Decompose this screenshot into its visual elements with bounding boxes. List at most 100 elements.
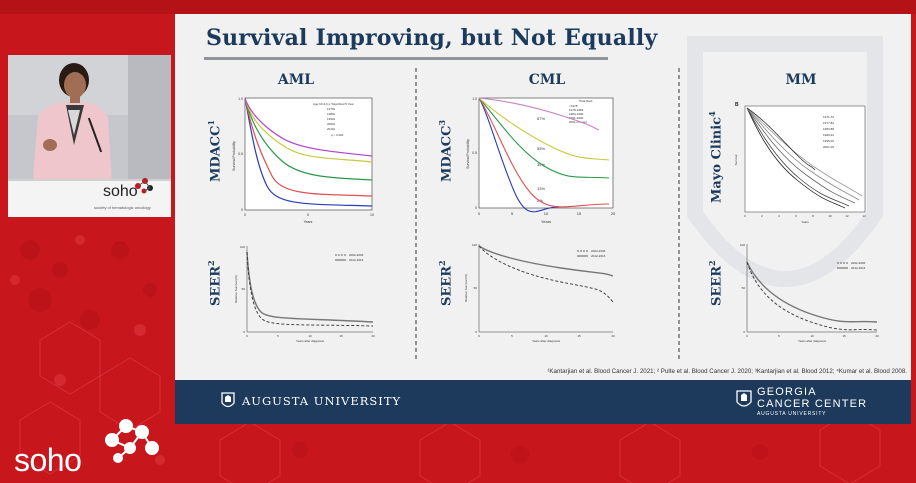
seer-ytick: 100 (740, 243, 745, 247)
cml-xtick: 5 (511, 211, 514, 216)
aml-legend-header: Age 60 & 0 p Total Died 5 Year (313, 102, 354, 106)
cml-xtick: 20 (611, 211, 616, 216)
mm-xtick: 12 (845, 214, 849, 218)
aml-legend-item: 2010s (327, 127, 336, 131)
seer-legend-item: 2002-2006 (349, 253, 364, 257)
seer-xtick: 10 (308, 334, 312, 338)
aml-mdacc-chart: 1.0 0.5 0 0 5 10 Years Survival Probabil… (232, 97, 374, 224)
cml-ytick: 0 (475, 206, 477, 210)
aml-xtick: 0 (244, 213, 246, 217)
augusta-university-name: AUGUSTA UNIVERSITY (242, 394, 402, 408)
row-label-seer-aml: SEER2 (206, 260, 224, 306)
seer-ytick: 50 (742, 286, 746, 290)
seer-xlabel: Years after diagnosis (532, 339, 560, 343)
mm-legend-item: 1989-94 (823, 133, 834, 137)
mm-ylabel: Survival (734, 154, 738, 165)
seer-ytick: 50 (242, 287, 246, 291)
mm-xtick: 8 (812, 214, 814, 218)
cml-ytick: 1.0 (472, 97, 477, 101)
mm-legend-item: 1971-76 (823, 115, 834, 119)
seer-xtick: 15 (577, 334, 581, 338)
mm-xtick: 6 (795, 214, 797, 218)
title-underline (204, 57, 608, 60)
seer-xtick: 20 (371, 334, 375, 338)
seer-xtick: 0 (246, 334, 248, 338)
seer-legend-item: 2012-2016 (591, 254, 606, 258)
seer-xlabel: Years after diagnosis (296, 339, 324, 343)
slide-title: Survival Improving, but Not Equally (206, 25, 658, 51)
podium-tagline: society of hematologic oncology (94, 205, 151, 210)
aml-legend-item: 1990s (327, 117, 336, 121)
seer-ytick: 100 (472, 243, 477, 247)
seer-xtick: 10 (544, 334, 548, 338)
cml-legend-header: Total Died (579, 99, 593, 103)
soho-molecule-icon (105, 419, 159, 463)
gcc-line1: GEORGIA (757, 386, 817, 398)
seer-xtick: 0 (478, 334, 480, 338)
column-head-aml: AML (277, 72, 315, 88)
aml-legend-item: 2000s (327, 122, 336, 126)
mm-xtick: 0 (744, 214, 746, 218)
seer-ytick: 0 (243, 330, 245, 334)
cml-legend-item: <1978 (569, 104, 578, 108)
cml-mdacc-chart: 1.0 0.5 0 0 5 10 15 20 Years Survival Pr… (466, 97, 616, 224)
aml-legend-item: 1980s (327, 112, 336, 116)
aml-ylabel: Survival Probability (232, 141, 236, 171)
aml-seer-chart: 100 50 0 Relative Survival (%) 0 5 10 15… (234, 245, 375, 343)
seer-xtick: 20 (875, 334, 879, 338)
seer-legend-item: 2002-2006 (851, 261, 866, 265)
cml-xtick: 0 (478, 211, 481, 216)
podium-logo-molecule-icon (135, 178, 153, 194)
seer-xtick: 20 (611, 334, 615, 338)
augusta-shield-icon (221, 392, 235, 408)
cml-xtick: 15 (577, 211, 582, 216)
mm-legend-item: 2001-06 (823, 145, 834, 149)
slide-footer: AUGUSTA UNIVERSITY GEORGIA CANCER CENTER… (175, 380, 911, 424)
seer-legend-item: 2012-2016 (851, 266, 866, 270)
row-label-mdacc-aml: MDACC1 (206, 119, 224, 182)
mm-xlabel: Years (801, 220, 809, 224)
gcc-shield-icon (736, 390, 752, 407)
seer-ylabel: Relative Survival (%) (464, 274, 468, 302)
mm-panel-letter: B (735, 102, 739, 108)
mm-legend-item: 1983-88 (823, 127, 834, 131)
seer-xtick: 10 (810, 334, 814, 338)
cml-legend-item: 1984-1990 (569, 112, 584, 116)
mm-seer-chart: 100 50 0 0 5 10 15 20 Years after diagno… (740, 243, 879, 343)
mm-xtick: 10 (828, 214, 832, 218)
column-head-cml: CML (528, 72, 566, 88)
cml-curve-label: 55% (537, 146, 545, 151)
soho-corner-logo: soho (14, 442, 82, 478)
mm-mayo-chart: B Survival 0 2 4 6 8 10 12 14 Years 1971… (734, 102, 866, 224)
seer-legend-item: 2002-2006 (591, 249, 606, 253)
seer-xtick: 15 (339, 334, 343, 338)
cml-curve-label: 87% (537, 116, 545, 121)
presentation-slide: Survival Improving, but Not Equally AML … (175, 14, 911, 424)
cml-legend-item: 1991-2000 (569, 116, 584, 120)
row-label-seer-cml: SEER2 (437, 260, 455, 306)
cml-ytick: 0.5 (472, 151, 477, 155)
seer-ytick: 50 (474, 286, 478, 290)
watermark-shield (687, 36, 883, 287)
cml-xtick: 10 (544, 211, 549, 216)
mm-xtick: 4 (778, 214, 780, 218)
seer-xtick: 5 (778, 334, 780, 338)
seer-ytick: 0 (743, 330, 745, 334)
seer-xtick: 5 (277, 334, 279, 338)
aml-ytick: 0.5 (238, 152, 243, 156)
gcc-line2: CANCER CENTER (757, 398, 868, 410)
cml-xlabel: Years (541, 219, 551, 224)
row-label-mayo-mm: Mayo Clinic4 (707, 111, 725, 203)
seer-ylabel: Relative Survival (%) (234, 275, 238, 303)
gcc-line3: AUGUSTA UNIVERSITY (757, 411, 827, 417)
mm-legend-item: 1995-00 (823, 139, 834, 143)
cml-seer-chart: 100 50 0 Relative Survival (%) 0 5 10 15… (464, 243, 615, 343)
mm-xtick: 2 (761, 214, 763, 218)
aml-xtick: 10 (370, 213, 374, 217)
aml-xtick: 5 (307, 213, 309, 217)
mm-legend-item: 1977-82 (823, 121, 834, 125)
aml-legend-item: 1970s (327, 107, 336, 111)
seer-ytick: 0 (475, 330, 477, 334)
aml-ytick: 1.0 (238, 97, 243, 101)
cml-curve-label: 13% (537, 186, 545, 191)
